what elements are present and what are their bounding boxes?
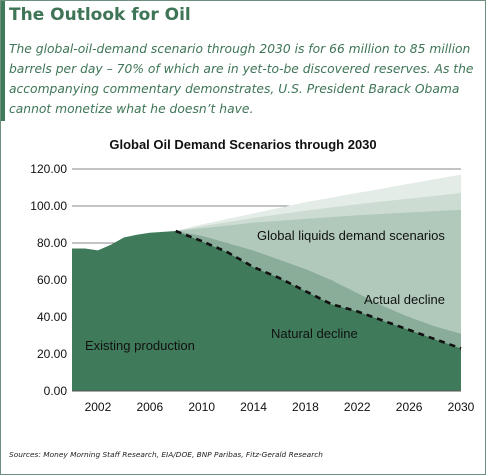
y-tick-label: 20.00 <box>37 347 67 361</box>
annotation-scenarios: Global liquids demand scenarios <box>257 228 445 243</box>
x-axis-ticks: 2002 2006 2010 2014 2018 2022 2026 2030 <box>85 400 475 414</box>
x-tick-label: 2010 <box>188 400 215 414</box>
panel-subtitle: The global-oil-demand scenario through 2… <box>9 42 474 116</box>
y-tick-label: 120.00 <box>30 162 67 176</box>
annotation-actual-decline: Actual decline <box>364 292 445 307</box>
x-tick-label: 2022 <box>344 400 371 414</box>
panel-title: The Outlook for Oil <box>9 5 191 25</box>
accent-bar <box>1 1 5 121</box>
chart-lines <box>72 229 462 392</box>
scenario-low-area <box>175 209 461 334</box>
annotation-existing-production: Existing production <box>85 338 195 353</box>
existing-production-area <box>72 231 461 391</box>
x-tick-label: 2002 <box>85 400 112 414</box>
natural-decline-line <box>175 229 462 350</box>
y-tick-label: 60.00 <box>37 273 67 287</box>
y-tick-label: 80.00 <box>37 236 67 250</box>
oil-demand-chart: Global Oil Demand Scenarios through 2030… <box>30 137 475 414</box>
sources-note: Sources: Money Morning Staff Research, E… <box>9 450 323 459</box>
chart-title: Global Oil Demand Scenarios through 2030 <box>109 137 376 152</box>
y-tick-label: 40.00 <box>37 310 67 324</box>
x-tick-label: 2030 <box>448 400 475 414</box>
chart-areas <box>72 174 461 391</box>
x-tick-label: 2006 <box>136 400 163 414</box>
x-tick-label: 2018 <box>292 400 319 414</box>
actual-decline-area <box>175 231 461 349</box>
y-tick-label: 0.00 <box>44 384 68 398</box>
annotation-natural-decline: Natural decline <box>271 326 358 341</box>
x-tick-label: 2014 <box>240 400 267 414</box>
y-tick-label: 100.00 <box>30 199 67 213</box>
x-tick-label: 2026 <box>396 400 423 414</box>
y-axis-ticks: 0.00 20.00 40.00 60.00 80.00 100.00 120.00 <box>30 162 67 398</box>
